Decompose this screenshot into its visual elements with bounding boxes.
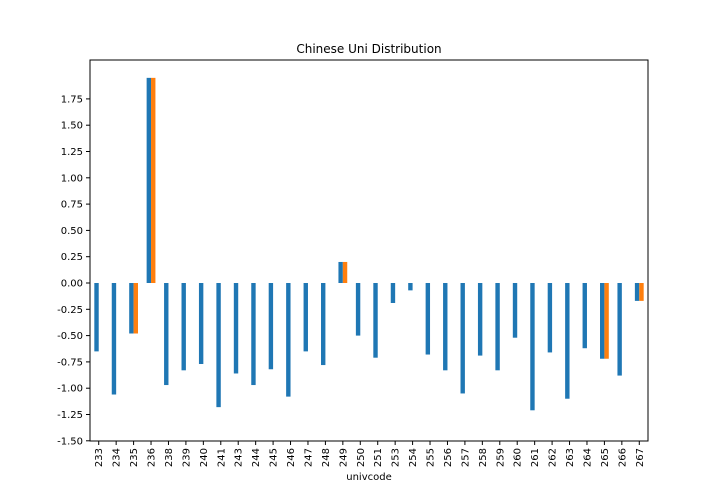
bar-267-series-2 [639, 283, 644, 301]
x-tick-label: 239 [181, 448, 192, 467]
x-tick-label: 258 [478, 448, 489, 467]
x-tick-label: 238 [164, 448, 175, 467]
bar-234-series-1 [111, 283, 117, 395]
bar-235-series-2 [133, 283, 138, 334]
y-tick-label: -0.50 [57, 331, 83, 342]
y-tick-label: -1.50 [57, 436, 83, 447]
x-tick-label: 247 [303, 448, 314, 467]
x-tick-label: 265 [600, 448, 611, 467]
x-tick-label: 251 [373, 448, 384, 467]
x-tick-label: 260 [513, 448, 524, 467]
x-tick-label: 250 [356, 448, 367, 467]
bar-236-series-1 [146, 77, 152, 283]
y-tick-label: 0.50 [61, 226, 83, 237]
bar-251-series-1 [373, 283, 378, 358]
y-tick-label: -0.25 [57, 305, 83, 316]
x-tick-label: 245 [269, 448, 280, 467]
x-tick-label: 235 [129, 448, 140, 467]
bar-258-series-1 [477, 283, 483, 356]
y-tick-label: -1.25 [57, 410, 83, 421]
x-tick-label: 236 [147, 448, 158, 467]
bar-254-series-1 [408, 283, 413, 291]
bar-236-series-2 [151, 77, 156, 283]
x-tick-label: 246 [286, 448, 297, 467]
bar-250-series-1 [355, 283, 361, 336]
bar-257-series-1 [460, 283, 465, 394]
bar-248-series-1 [321, 283, 326, 366]
x-tick-label: 253 [391, 448, 402, 467]
x-tick-label: 264 [582, 448, 593, 467]
x-axis-label: univcode [346, 472, 392, 483]
y-tick-label: -0.75 [57, 357, 83, 368]
bar-262-series-1 [547, 283, 553, 353]
bar-245-series-1 [268, 283, 274, 370]
bar-247-series-1 [303, 283, 308, 352]
y-tick-label: 1.75 [61, 94, 83, 105]
y-tick-label: 0.25 [61, 252, 83, 263]
x-tick-label: 244 [251, 448, 262, 467]
bar-235-series-1 [129, 283, 134, 334]
bar-260-series-1 [512, 283, 518, 338]
bar-233-series-1 [94, 283, 99, 352]
x-tick-label: 259 [495, 448, 506, 467]
bar-265-series-2 [604, 283, 609, 359]
bar-265-series-1 [600, 283, 605, 359]
bar-264-series-1 [582, 283, 587, 349]
x-tick-label: 240 [199, 448, 210, 467]
x-tick-label: 257 [460, 448, 471, 467]
bar-249-series-2 [342, 261, 348, 283]
bar-239-series-1 [181, 283, 186, 371]
bar-253-series-1 [390, 283, 396, 303]
bar-238-series-1 [164, 283, 169, 386]
x-tick-label: 243 [234, 448, 245, 467]
bar-259-series-1 [495, 283, 500, 371]
x-axis: 233 234 235 236 238 239 240 241 243 244 245 246 247 2… [94, 441, 646, 467]
x-tick-label: 266 [617, 448, 628, 467]
y-tick-label: 1.25 [61, 147, 83, 158]
x-tick-label: 261 [530, 448, 541, 467]
x-tick-label: 256 [443, 448, 454, 467]
plot-frame [89, 59, 649, 442]
x-tick-label: 233 [94, 448, 105, 467]
x-tick-label: 249 [338, 448, 349, 467]
y-tick-label: 0.75 [61, 200, 83, 211]
bar-256-series-1 [443, 283, 448, 371]
y-tick-label: 1.50 [61, 121, 83, 132]
x-tick-label: 241 [216, 448, 227, 467]
y-tick-label: 0.00 [61, 279, 83, 290]
x-tick-label: 234 [112, 448, 123, 467]
y-tick-label: 1.00 [61, 173, 83, 184]
x-tick-label: 267 [635, 448, 646, 467]
bar-255-series-1 [425, 283, 431, 355]
bar-246-series-1 [286, 283, 291, 397]
bar-263-series-1 [565, 283, 570, 399]
bar-244-series-1 [251, 283, 256, 386]
bar-261-series-1 [530, 283, 535, 411]
y-tick-label: -1.00 [57, 384, 83, 395]
bar-240-series-1 [198, 283, 204, 365]
x-tick-label: 255 [426, 448, 437, 467]
bars-layer [94, 77, 644, 411]
x-tick-label: 248 [321, 448, 332, 467]
bar-249-series-1 [338, 261, 343, 283]
bar-267-series-1 [634, 283, 640, 301]
y-axis: -1.50 -1.25 -1.00 -0.75 -0.50 -0.25 0.00 0.25 0.… [57, 94, 90, 447]
bar-266-series-1 [617, 283, 622, 376]
x-tick-label: 254 [408, 448, 419, 467]
x-tick-label: 262 [548, 448, 559, 467]
bar-241-series-1 [216, 283, 221, 408]
chart-title: Chinese Uni Distribution [296, 42, 441, 56]
bar-243-series-1 [233, 283, 239, 374]
x-tick-label: 263 [565, 448, 576, 467]
